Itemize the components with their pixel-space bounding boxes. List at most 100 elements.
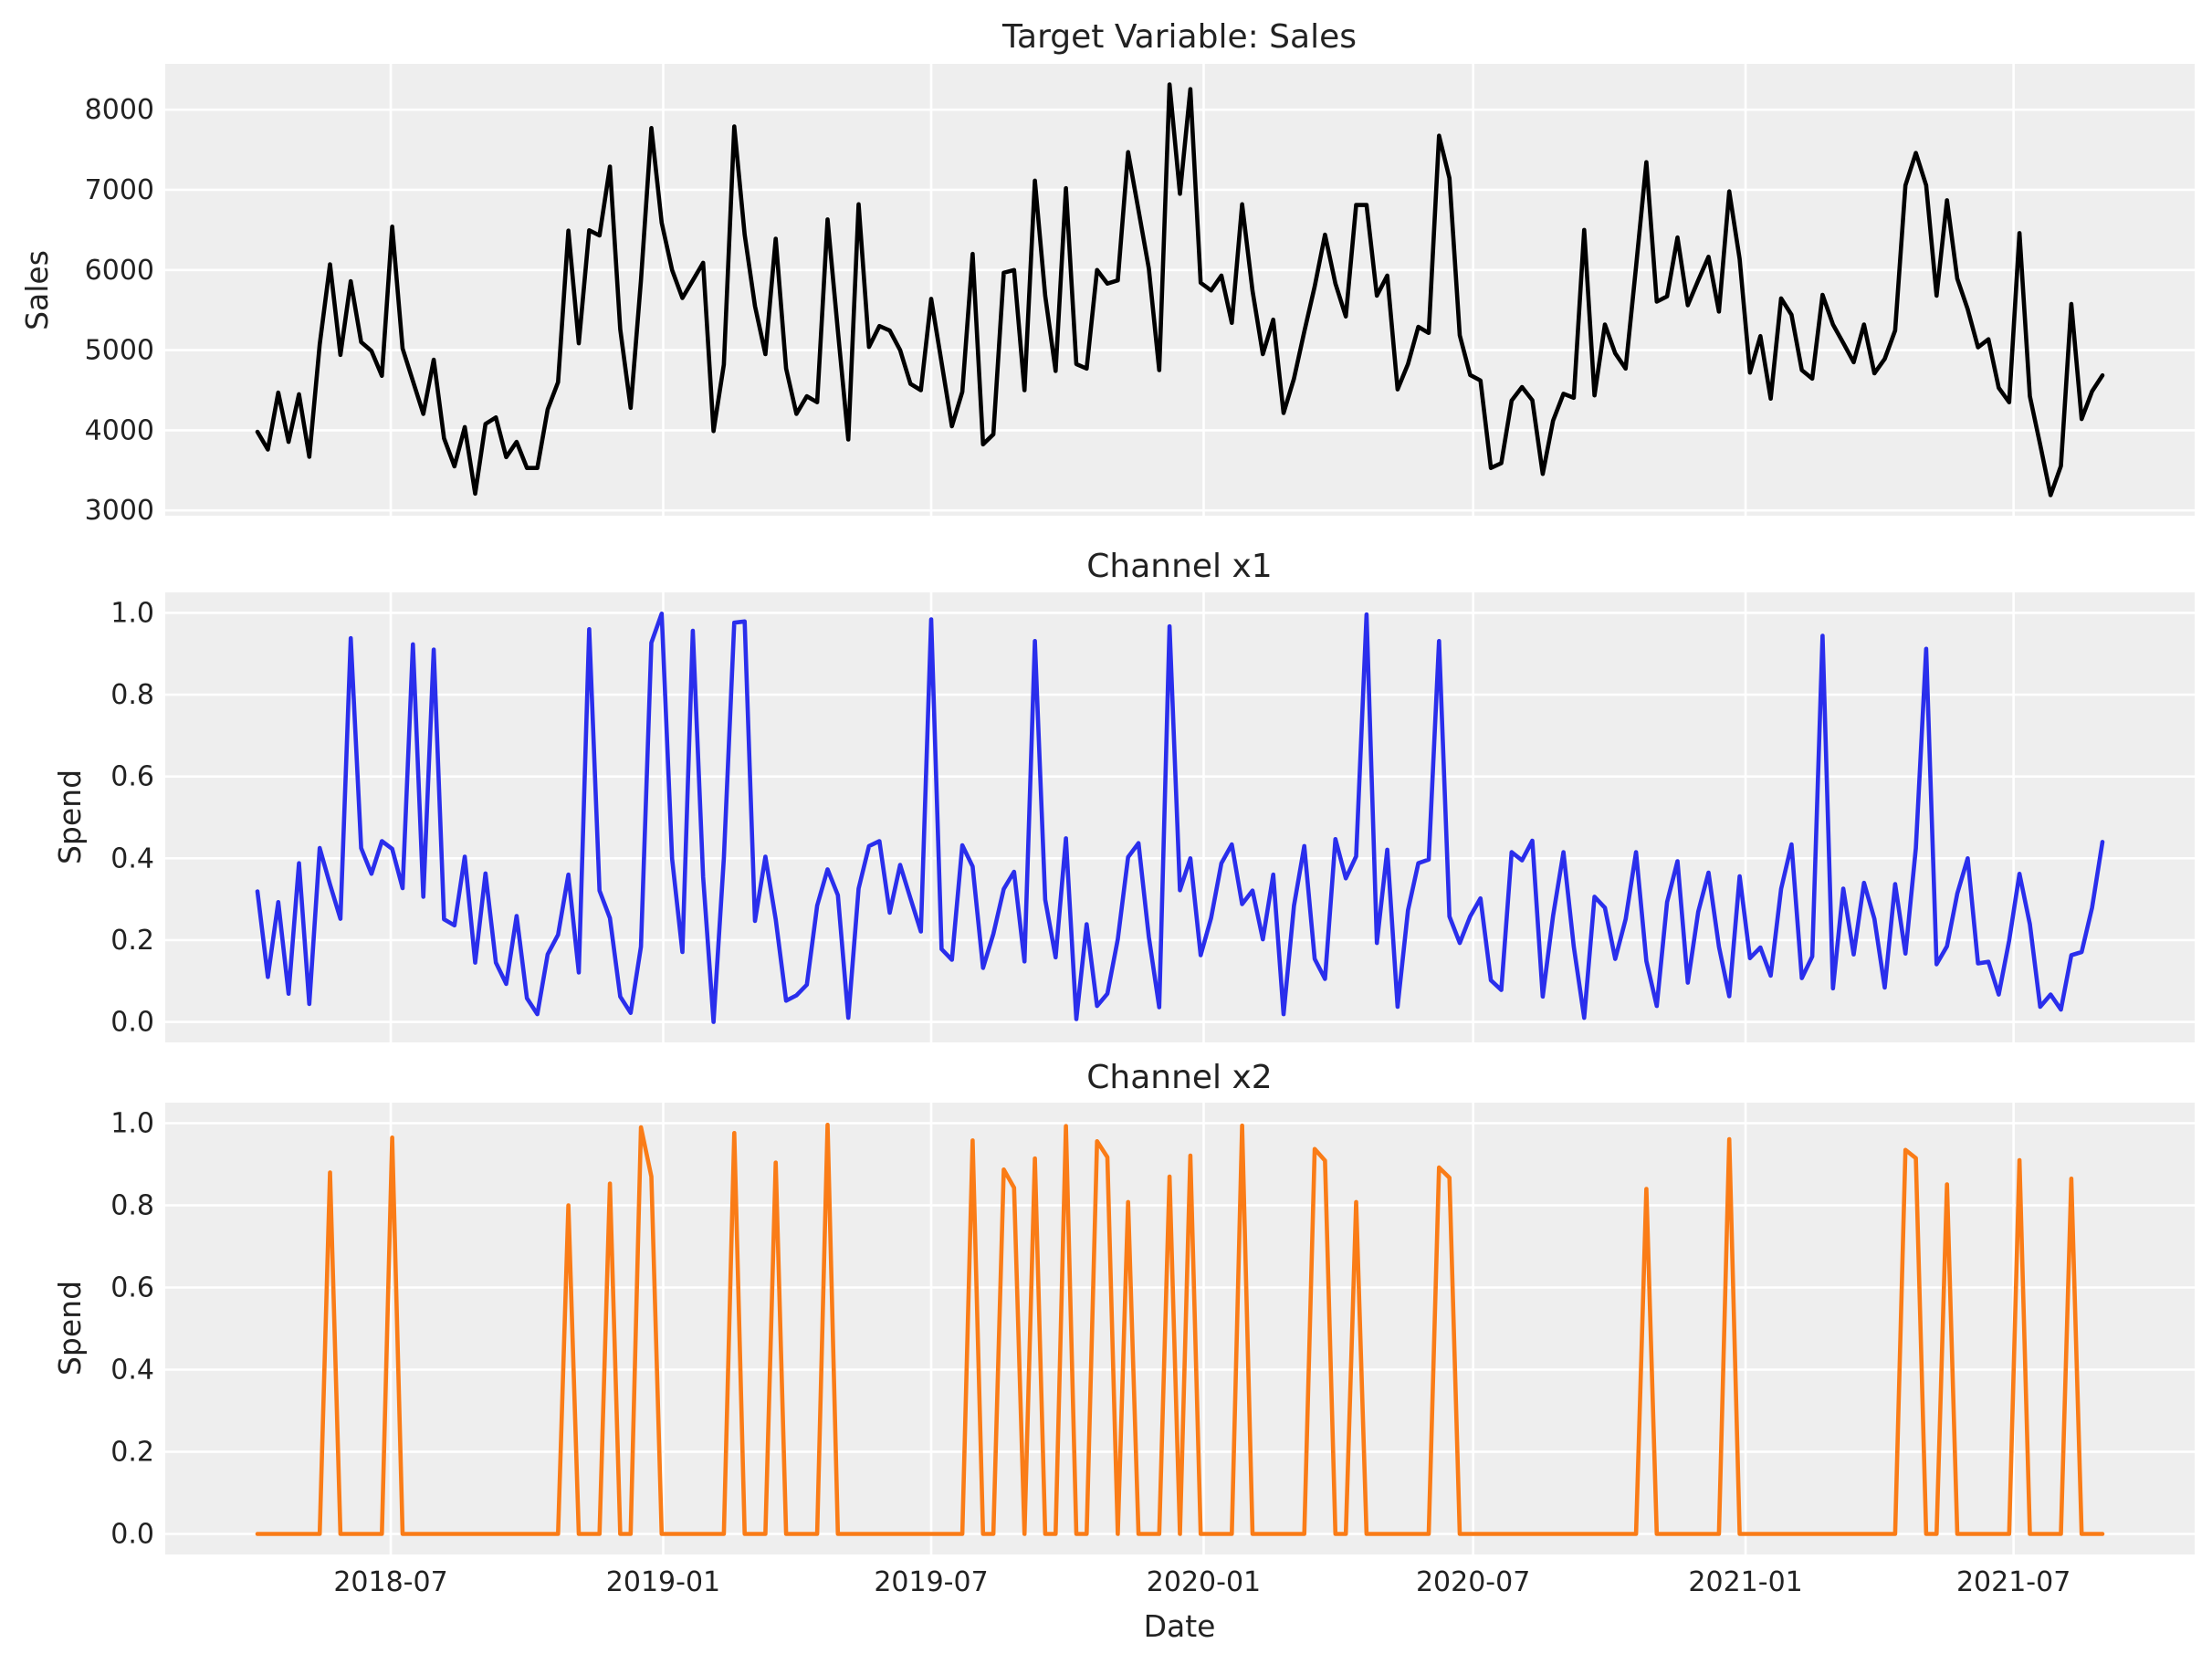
- channel-x1-data-point: [939, 947, 944, 952]
- sales-data-point: [618, 327, 623, 331]
- channel-x1-data-point: [981, 966, 986, 970]
- channel-x2-data-point: [1987, 1532, 1991, 1536]
- channel-x1-data-point: [1064, 836, 1068, 841]
- channel-x1-data-point: [1427, 857, 1431, 862]
- sales-data-point: [2039, 443, 2043, 447]
- channel-x2-data-point: [1499, 1532, 1504, 1536]
- channel-x2-data-point: [2080, 1532, 2084, 1536]
- sales-data-point: [1665, 294, 1670, 298]
- channel-x2-data-point: [597, 1532, 602, 1536]
- channel-x1-data-point: [287, 991, 291, 996]
- channel-x1-data-point: [577, 970, 582, 975]
- sales-data-point: [380, 373, 384, 378]
- sales-data-point: [287, 440, 291, 445]
- channel-x2-data-point: [1178, 1532, 1182, 1536]
- sales-data-point: [1945, 198, 1949, 203]
- sales-series-line: [255, 82, 2105, 497]
- channel-x2-data-point: [784, 1532, 789, 1536]
- sales-data-point: [1261, 352, 1265, 357]
- sales-data-point: [453, 465, 457, 469]
- channel-x1-data-point: [1385, 848, 1389, 853]
- channel-x1-data-point: [525, 996, 529, 1000]
- sales-data-point: [1913, 151, 1918, 155]
- sales-y-tick-label: 6000: [85, 255, 154, 287]
- channel-x1-data-point: [328, 883, 332, 887]
- channel-x2-data-point: [660, 1532, 665, 1536]
- sales-data-point: [711, 429, 716, 434]
- channel-x1-data-point: [1530, 839, 1535, 843]
- channel-x1-data-point: [1717, 945, 1722, 949]
- sales-data-point: [1551, 419, 1556, 424]
- channel-x1-data-point: [846, 1016, 851, 1020]
- x-tick-label: 2020-07: [1416, 1566, 1530, 1598]
- channel-x1-data-point: [1768, 974, 1773, 979]
- channel-x2-data-point: [670, 1532, 675, 1536]
- channel-x1-data-point: [805, 983, 810, 988]
- channel-x2-data-point: [1106, 1156, 1110, 1160]
- x-tick-label: 2020-01: [1147, 1566, 1261, 1598]
- channel-x1-data-point: [277, 900, 281, 905]
- channel-x2-data-point: [1924, 1532, 1929, 1536]
- channel-x1-data-point: [370, 872, 374, 876]
- sales-data-point: [1251, 288, 1255, 293]
- channel-x2-data-point: [535, 1532, 540, 1536]
- sales-data-point: [432, 358, 436, 362]
- sales-panel: 3000 4000 5000 6000 7000 8000: [85, 64, 2195, 527]
- sales-data-point: [328, 262, 332, 267]
- channel-x2-data-point: [991, 1532, 996, 1536]
- channel-x1-data-point: [1592, 895, 1597, 899]
- channel-x1-data-point: [2080, 950, 2084, 955]
- sales-data-point: [1603, 322, 1608, 327]
- channel-x2-data-point: [970, 1138, 975, 1143]
- channel-x2-data-point: [1851, 1532, 1856, 1536]
- channel-x2-data-point: [504, 1532, 508, 1536]
- sales-data-point: [918, 388, 923, 392]
- channel-x1-data-point: [1001, 887, 1006, 892]
- sales-data-point: [1799, 368, 1804, 372]
- sales-data-point: [949, 424, 954, 429]
- channel-x2-data-point: [1572, 1532, 1577, 1536]
- channel-x1-data-point: [339, 916, 343, 921]
- channel-x1-data-point: [2039, 1005, 2043, 1010]
- channel-x2-data-point: [1945, 1182, 1949, 1187]
- channel-x1-data-point: [629, 1010, 634, 1015]
- channel-x2-data-point: [1696, 1532, 1701, 1536]
- channel-x2-data-point: [277, 1532, 281, 1536]
- channel-x2-data-point: [1033, 1156, 1037, 1161]
- sales-data-point: [1240, 203, 1244, 207]
- channel-x1-data-point: [773, 917, 778, 922]
- sales-data-point: [1230, 320, 1234, 325]
- channel-x1-data-point: [1541, 995, 1546, 999]
- channel-x1-data-point: [1022, 959, 1027, 964]
- channel-x2-y-tick-label: 0.8: [110, 1190, 154, 1222]
- channel-x2-data-point: [2090, 1532, 2094, 1536]
- channel-x1-data-point: [970, 864, 975, 869]
- channel-x1-data-point: [753, 919, 758, 924]
- channel-x1-data-point: [660, 612, 665, 616]
- channel-x1-data-point: [1913, 846, 1918, 851]
- sales-data-point: [1789, 313, 1794, 318]
- channel-x1-data-point: [1282, 1012, 1286, 1017]
- sales-data-point: [1365, 203, 1369, 207]
- channel-x1-y-tick-label: 0.8: [110, 679, 154, 711]
- sales-data-point: [1313, 285, 1317, 289]
- channel-x1-data-point: [670, 857, 675, 862]
- channel-x2-data-point: [722, 1532, 727, 1536]
- channel-x1-data-point: [784, 999, 789, 1003]
- channel-x2-data-point: [856, 1532, 861, 1536]
- channel-x2-data-point: [1468, 1532, 1473, 1536]
- channel-x2-data-point: [401, 1532, 405, 1536]
- channel-x1-data-point: [349, 636, 353, 641]
- sales-data-point: [1572, 396, 1577, 401]
- channel-x1-data-point: [1292, 904, 1296, 908]
- channel-x2-data-point: [473, 1532, 477, 1536]
- channel-x1-data-point: [546, 952, 550, 957]
- channel-x2-data-point: [349, 1532, 353, 1536]
- sales-data-point: [349, 279, 353, 284]
- channel-x1-y-tick-label: 0.0: [110, 1007, 154, 1039]
- channel-x1-data-point: [815, 904, 820, 908]
- channel-x2-data-point: [339, 1532, 343, 1536]
- sales-data-point: [836, 329, 841, 333]
- channel-x2-data-point: [1271, 1532, 1275, 1536]
- channel-x2-data-point: [1313, 1147, 1317, 1152]
